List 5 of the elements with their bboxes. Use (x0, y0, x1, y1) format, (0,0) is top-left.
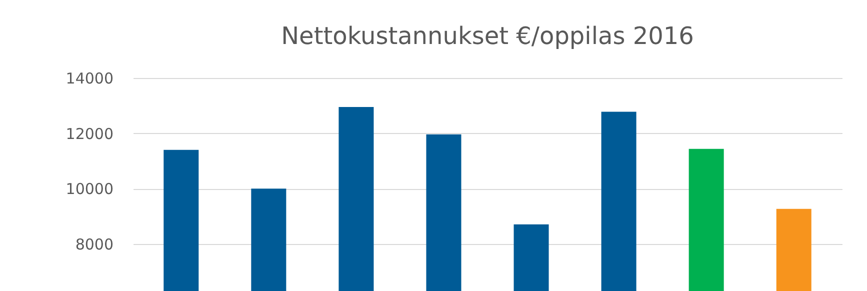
y-tick-label: 8000 (75, 235, 114, 254)
y-tick-label: 10000 (66, 180, 114, 198)
y-tick-label: 12000 (66, 124, 114, 143)
y-tick-label: 14000 (66, 70, 114, 88)
chart-title: Nettokustannukset €/oppilas 2016 (281, 22, 694, 50)
